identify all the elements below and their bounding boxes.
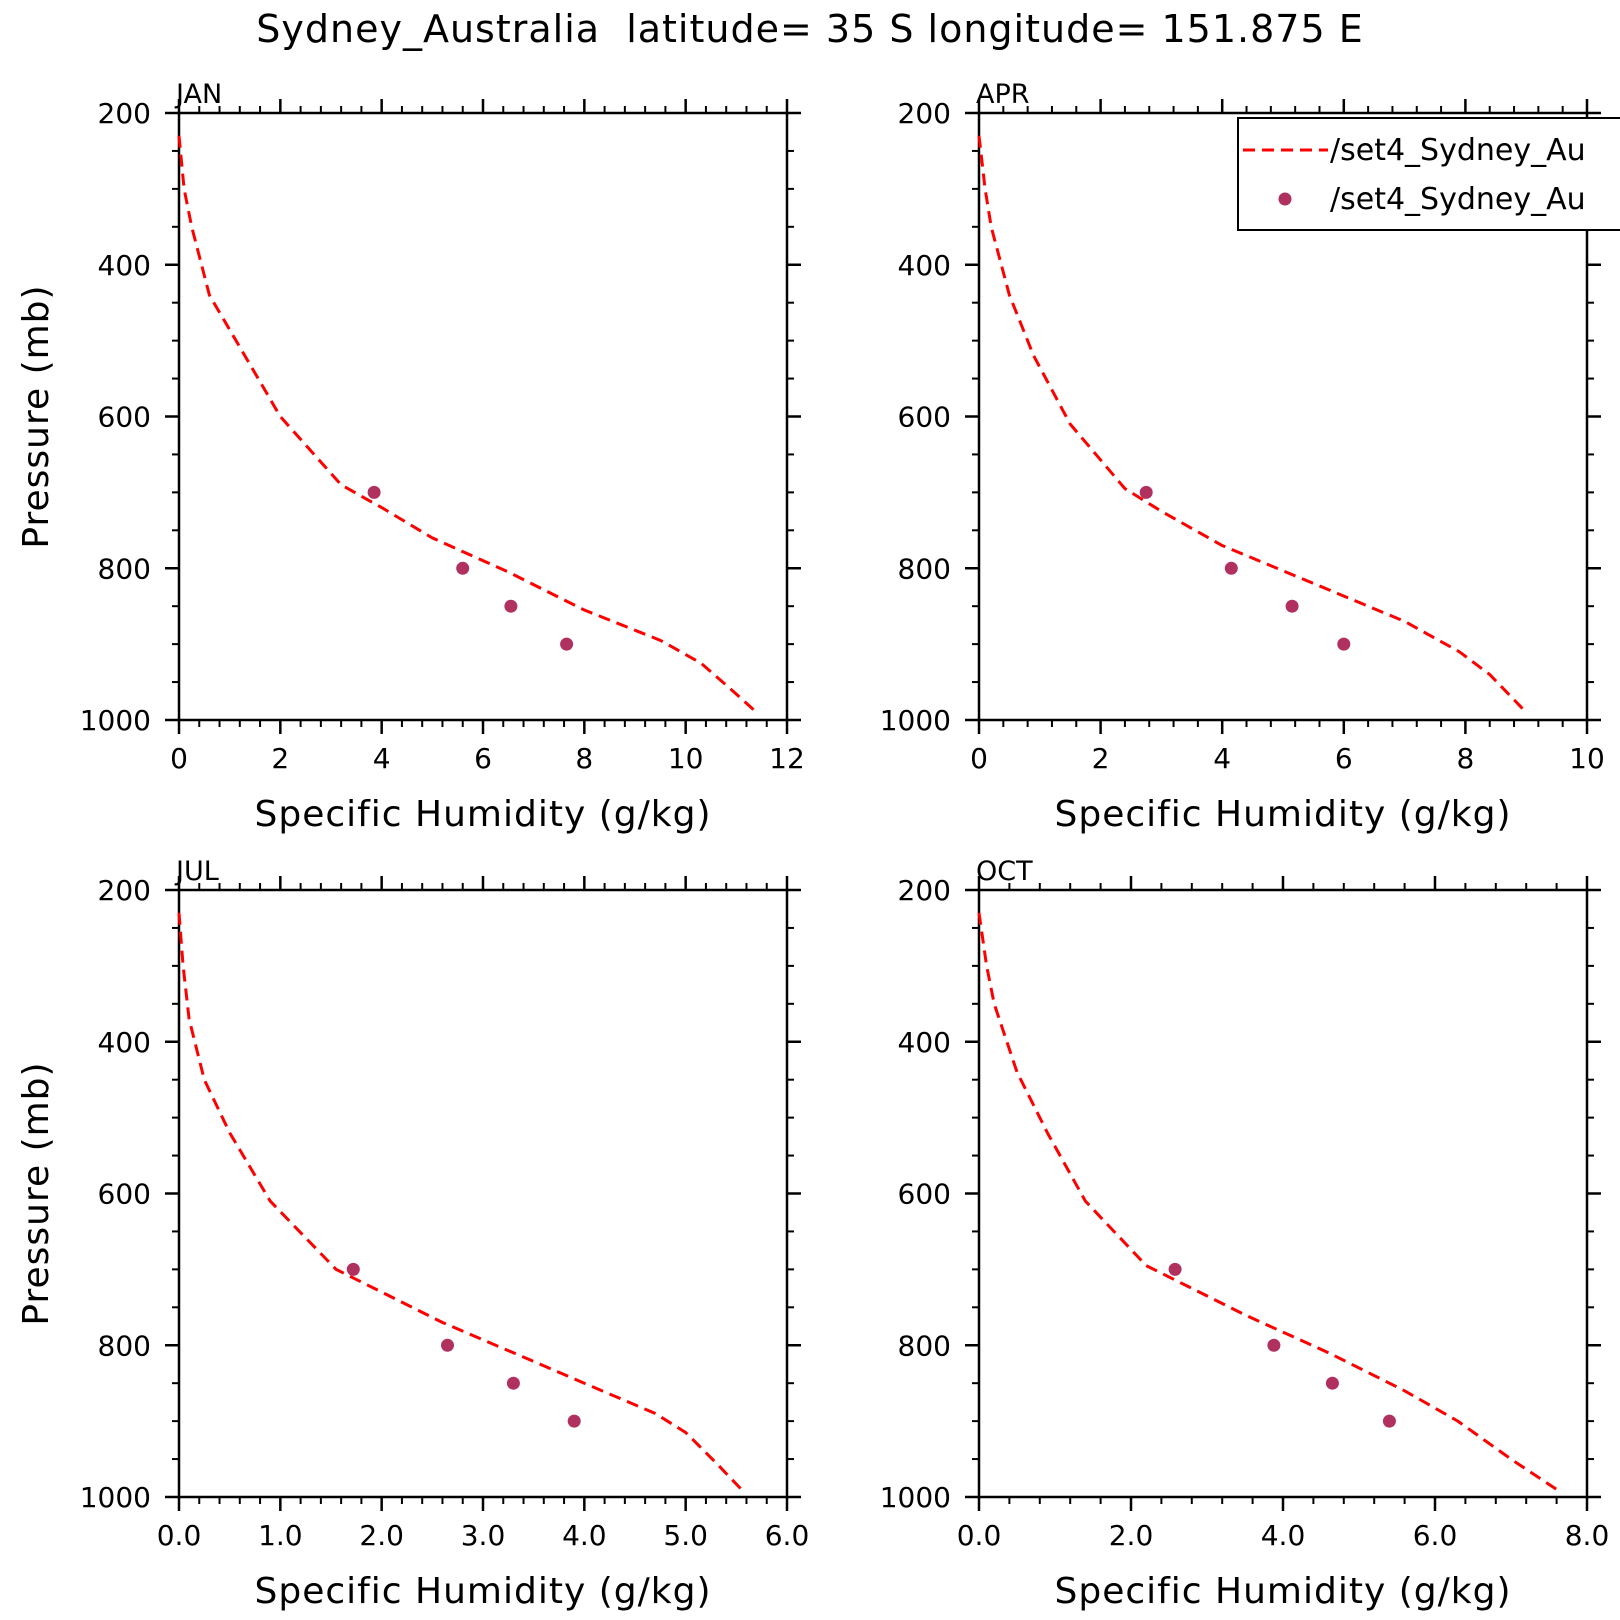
y-tick-label: 1000 (880, 704, 951, 737)
x-tick-label: 0 (170, 742, 188, 775)
obs-point (441, 1338, 454, 1352)
x-tick-label: 1.0 (258, 1519, 303, 1552)
x-tick-label: 8.0 (1565, 1519, 1610, 1552)
panel-oct: OCT 0.0 2.0 4.0 6.0 8.0 200 400 600 800 1000 Specif… (880, 856, 1610, 1612)
obs-point (1325, 1376, 1339, 1390)
y-tick-label: 600 (98, 1178, 151, 1211)
obs-point (1285, 599, 1299, 613)
obs-point (567, 1414, 581, 1428)
x-axis-label: Specific Humidity (g/kg) (1054, 794, 1511, 835)
x-tick-label: 0 (970, 742, 988, 775)
x-tick-label: 2 (271, 742, 289, 775)
x-tick-label: 3.0 (461, 1519, 506, 1552)
obs-point (1168, 1262, 1182, 1276)
legend: /set4_Sydney_Au/set4_Sydney_Au (1237, 117, 1620, 231)
legend-entry-model: /set4_Sydney_Au (1330, 133, 1586, 168)
y-tick-label: 800 (98, 552, 151, 585)
x-axis-label: Specific Humidity (g/kg) (1054, 1571, 1511, 1612)
model-dashed-line (977, 912, 1558, 1491)
y-axis-label: Pressure (mb) (16, 1061, 57, 1325)
obs-point (560, 637, 574, 651)
y-tick-label: 200 (898, 874, 951, 907)
obs-point (367, 485, 381, 499)
x-tick-label: 4.0 (562, 1519, 607, 1552)
panel-month-label: JAN (174, 79, 222, 110)
panel-month-label: JUL (174, 856, 219, 887)
y-tick-label: 800 (898, 552, 951, 585)
panel-jul: JUL 0.0 1.0 2.0 3.0 4.0 5.0 6.0 200 400 600 800 1000… (16, 856, 809, 1612)
legend-entry-obs: /set4_Sydney_Au (1330, 182, 1586, 217)
x-tick-label: 2.0 (359, 1519, 404, 1552)
y-tick-label: 1000 (80, 1481, 151, 1514)
y-tick-label: 800 (98, 1329, 151, 1362)
y-tick-label: 1000 (880, 1481, 951, 1514)
x-tick-label: 6 (1335, 742, 1353, 775)
y-tick-label: 200 (98, 97, 151, 130)
x-tick-label: 5.0 (663, 1519, 708, 1552)
obs-point (1267, 1338, 1281, 1352)
y-tick-label: 200 (98, 874, 151, 907)
obs-point (1224, 561, 1238, 575)
x-axis-label: Specific Humidity (g/kg) (254, 1571, 711, 1612)
y-tick-label: 400 (898, 1026, 951, 1059)
x-tick-label: 10 (1569, 742, 1605, 775)
y-tick-label: 200 (898, 97, 951, 130)
obs-point (1382, 1414, 1396, 1428)
x-tick-label: 2 (1092, 742, 1110, 775)
figure-title: Sydney_Australia latitude= 35 S longitud… (256, 7, 1363, 51)
y-tick-label: 400 (98, 1026, 151, 1059)
x-axis-label: Specific Humidity (g/kg) (254, 794, 711, 835)
x-tick-label: 4 (373, 742, 391, 775)
y-tick-label: 600 (898, 401, 951, 434)
obs-point (1337, 637, 1351, 651)
x-tick-label: 12 (769, 742, 805, 775)
y-axis-label: Pressure (mb) (16, 284, 57, 548)
x-tick-label: 4.0 (1261, 1519, 1306, 1552)
y-tick-label: 400 (98, 249, 151, 282)
model-dashed-line (177, 135, 758, 714)
x-tick-label: 10 (668, 742, 704, 775)
x-tick-label: 6 (474, 742, 492, 775)
legend-marker-swatch (1278, 192, 1292, 206)
y-tick-label: 600 (898, 1178, 951, 1211)
obs-point (504, 599, 518, 613)
y-tick-label: 400 (898, 249, 951, 282)
x-tick-label: 0.0 (157, 1519, 202, 1552)
obs-point (506, 1376, 520, 1390)
x-tick-label: 2.0 (1109, 1519, 1154, 1552)
obs-point (346, 1262, 360, 1276)
x-tick-label: 8 (1456, 742, 1474, 775)
y-tick-label: 1000 (80, 704, 151, 737)
x-tick-label: 6.0 (765, 1519, 810, 1552)
panel-jan: JAN 0 2 4 6 8 10 12 200 400 600 800 1000 Specific Hum… (16, 79, 805, 835)
y-tick-label: 600 (98, 401, 151, 434)
x-tick-label: 6.0 (1413, 1519, 1458, 1552)
obs-point (1139, 485, 1153, 499)
x-tick-label: 4 (1213, 742, 1231, 775)
obs-point (456, 561, 470, 575)
x-tick-label: 8 (575, 742, 593, 775)
legend-box (1237, 117, 1620, 231)
model-dashed-line (977, 135, 1528, 714)
panel-month-label: APR (976, 79, 1030, 110)
panel-apr: APR 0 2 4 6 8 10 200 400 600 800 1000 Specific Humid… (880, 79, 1620, 835)
x-tick-label: 0.0 (957, 1519, 1002, 1552)
y-tick-label: 800 (898, 1329, 951, 1362)
panel-month-label: OCT (976, 856, 1033, 887)
